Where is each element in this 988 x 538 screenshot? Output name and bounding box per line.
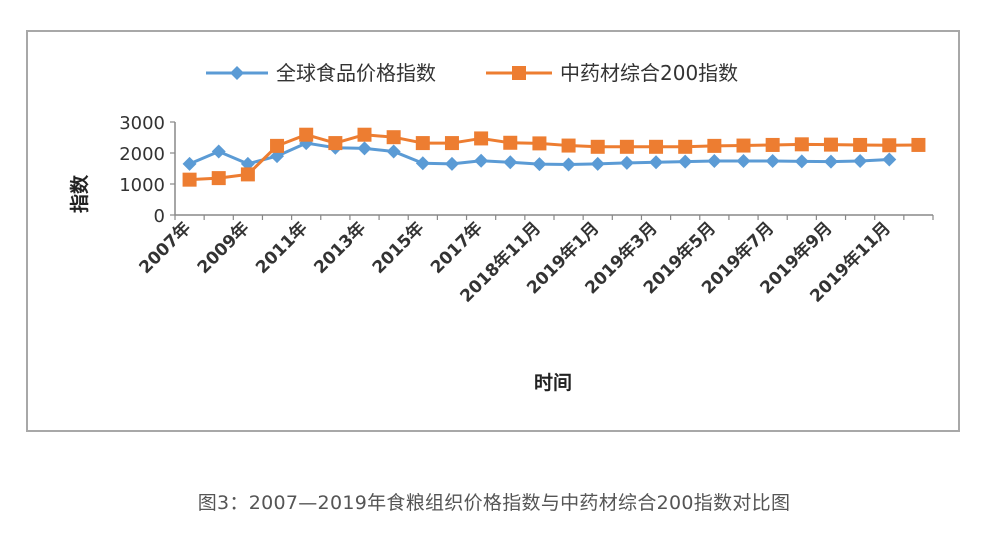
series-1 <box>182 136 897 172</box>
legend-label-series-2: 中药材综合200指数 <box>560 61 738 85</box>
data-point <box>561 157 576 172</box>
y-tick-label: 2000 <box>119 144 165 165</box>
data-point <box>736 138 751 153</box>
data-point <box>794 154 809 169</box>
data-point <box>707 154 722 169</box>
data-point <box>882 152 897 167</box>
x-tick-label: 2015年 <box>368 218 428 278</box>
data-point <box>357 141 372 156</box>
data-point <box>503 155 518 170</box>
data-point <box>853 137 868 152</box>
series-2 <box>182 127 926 187</box>
chart-frame: 全球食品价格指数 中药材综合200指数 0 1000 2000 3000 2007年 2… <box>26 30 960 432</box>
data-point <box>415 136 430 151</box>
data-point <box>911 137 926 152</box>
data-point <box>590 139 605 154</box>
data-point <box>823 137 838 152</box>
legend-item-series-1: 全球食品价格指数 <box>206 61 436 85</box>
data-point <box>240 156 255 171</box>
data-point <box>474 153 489 168</box>
series-layer <box>182 127 926 187</box>
data-point <box>386 130 401 145</box>
data-point <box>474 131 489 146</box>
legend-label-series-1: 全球食品价格指数 <box>276 61 436 85</box>
data-point <box>736 154 751 169</box>
data-point <box>211 171 226 186</box>
y-tick-label: 1000 <box>119 175 165 196</box>
data-point <box>357 127 372 142</box>
data-point <box>532 157 547 172</box>
data-point <box>503 135 518 150</box>
data-point <box>707 138 722 153</box>
x-tick-label: 2009年 <box>193 218 253 278</box>
series-line <box>189 133 919 182</box>
data-point <box>444 156 459 171</box>
data-point <box>240 167 255 182</box>
legend-item-series-2: 中药材综合200指数 <box>486 61 738 85</box>
data-point <box>182 156 197 171</box>
x-tick-label: 2011年 <box>251 218 311 278</box>
axes <box>174 122 933 216</box>
data-point <box>415 156 430 171</box>
data-point <box>619 139 634 154</box>
data-point <box>794 137 809 152</box>
data-point <box>678 139 693 154</box>
data-point <box>678 154 693 169</box>
y-tick-label: 0 <box>154 206 165 227</box>
data-point <box>270 138 285 153</box>
y-axis-ticks: 0 1000 2000 3000 <box>119 113 175 227</box>
data-point <box>182 172 197 187</box>
data-point <box>444 136 459 151</box>
y-tick-label: 3000 <box>119 113 165 134</box>
x-tick-label: 2013年 <box>310 218 370 278</box>
data-point <box>211 144 226 159</box>
data-point <box>882 138 897 153</box>
data-point <box>619 155 634 170</box>
line-chart: 全球食品价格指数 中药材综合200指数 0 1000 2000 3000 2007年2… <box>68 61 934 394</box>
data-point <box>649 139 664 154</box>
data-point <box>299 127 314 142</box>
y-axis-title: 指数 <box>68 174 91 213</box>
data-point <box>649 155 664 170</box>
legend-marker-series-1 <box>230 66 244 80</box>
legend: 全球食品价格指数 中药材综合200指数 <box>206 61 738 85</box>
data-point <box>823 154 838 169</box>
legend-marker-series-2 <box>512 66 526 80</box>
figure-caption: 图3：2007—2019年食粮组织价格指数与中药材综合200指数对比图 <box>197 492 791 514</box>
data-point <box>561 138 576 153</box>
data-point <box>590 156 605 171</box>
data-point <box>328 136 343 151</box>
data-point <box>532 136 547 151</box>
x-tick-label: 2017年 <box>426 218 486 278</box>
data-point <box>765 154 780 169</box>
x-axis-title: 时间 <box>534 372 572 394</box>
data-point <box>386 144 401 159</box>
data-point <box>853 154 868 169</box>
data-point <box>765 137 780 152</box>
x-axis-ticks: 2007年2009年2011年2013年2015年2017年2018年11月20… <box>135 215 934 307</box>
